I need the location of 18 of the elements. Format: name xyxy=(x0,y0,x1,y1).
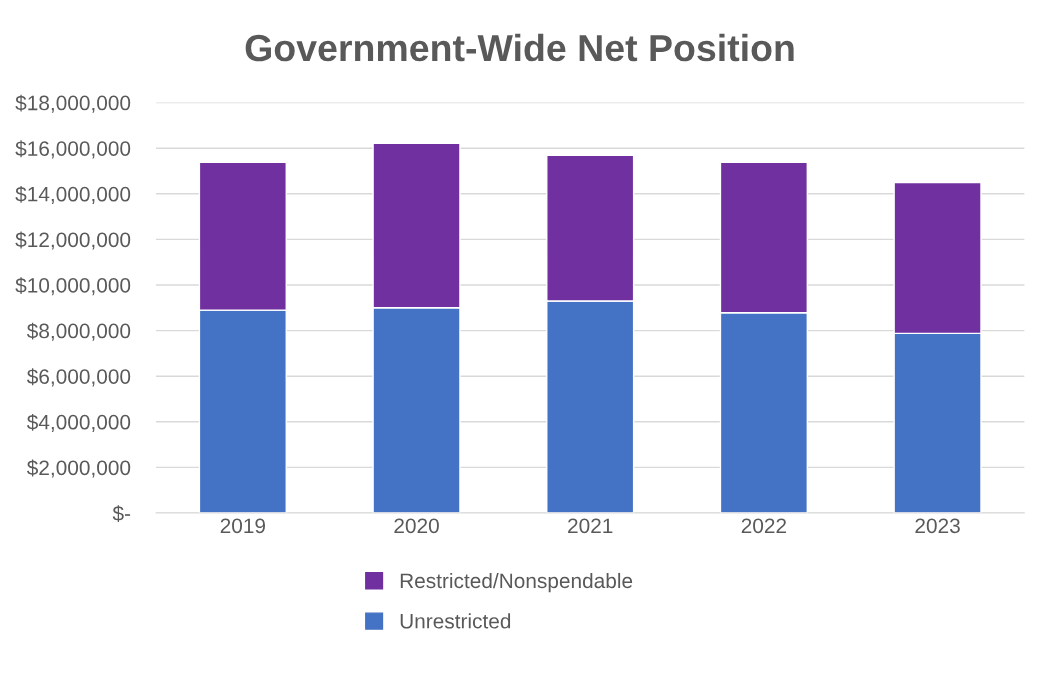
y-tick-label: $2,000,000 xyxy=(26,459,131,478)
x-tick-label: 2019 xyxy=(220,518,266,534)
y-tick-label: $16,000,000 xyxy=(15,140,131,159)
y-tick-label: $- xyxy=(112,505,131,522)
y-tick-label: $4,000,000 xyxy=(26,413,131,433)
x-tick-label: 2022 xyxy=(741,518,787,534)
x-tick-label: 2021 xyxy=(568,518,613,534)
legend-label: Restricted/Nonspendable xyxy=(400,572,633,593)
y-tick-label: $14,000,000 xyxy=(15,185,131,205)
y-tick-label: $18,000,000 xyxy=(15,94,131,113)
y-tick-label: $8,000,000 xyxy=(26,322,131,341)
chart-title: Government-Wide Net Position xyxy=(245,33,794,62)
x-tick-label: 2020 xyxy=(394,518,439,534)
y-tick-label: $6,000,000 xyxy=(26,368,131,387)
x-tick-label: 2023 xyxy=(915,518,960,534)
y-tick-label: $10,000,000 xyxy=(15,277,131,296)
y-tick-label: $12,000,000 xyxy=(15,231,131,250)
legend-label: Unrestricted xyxy=(400,613,511,629)
